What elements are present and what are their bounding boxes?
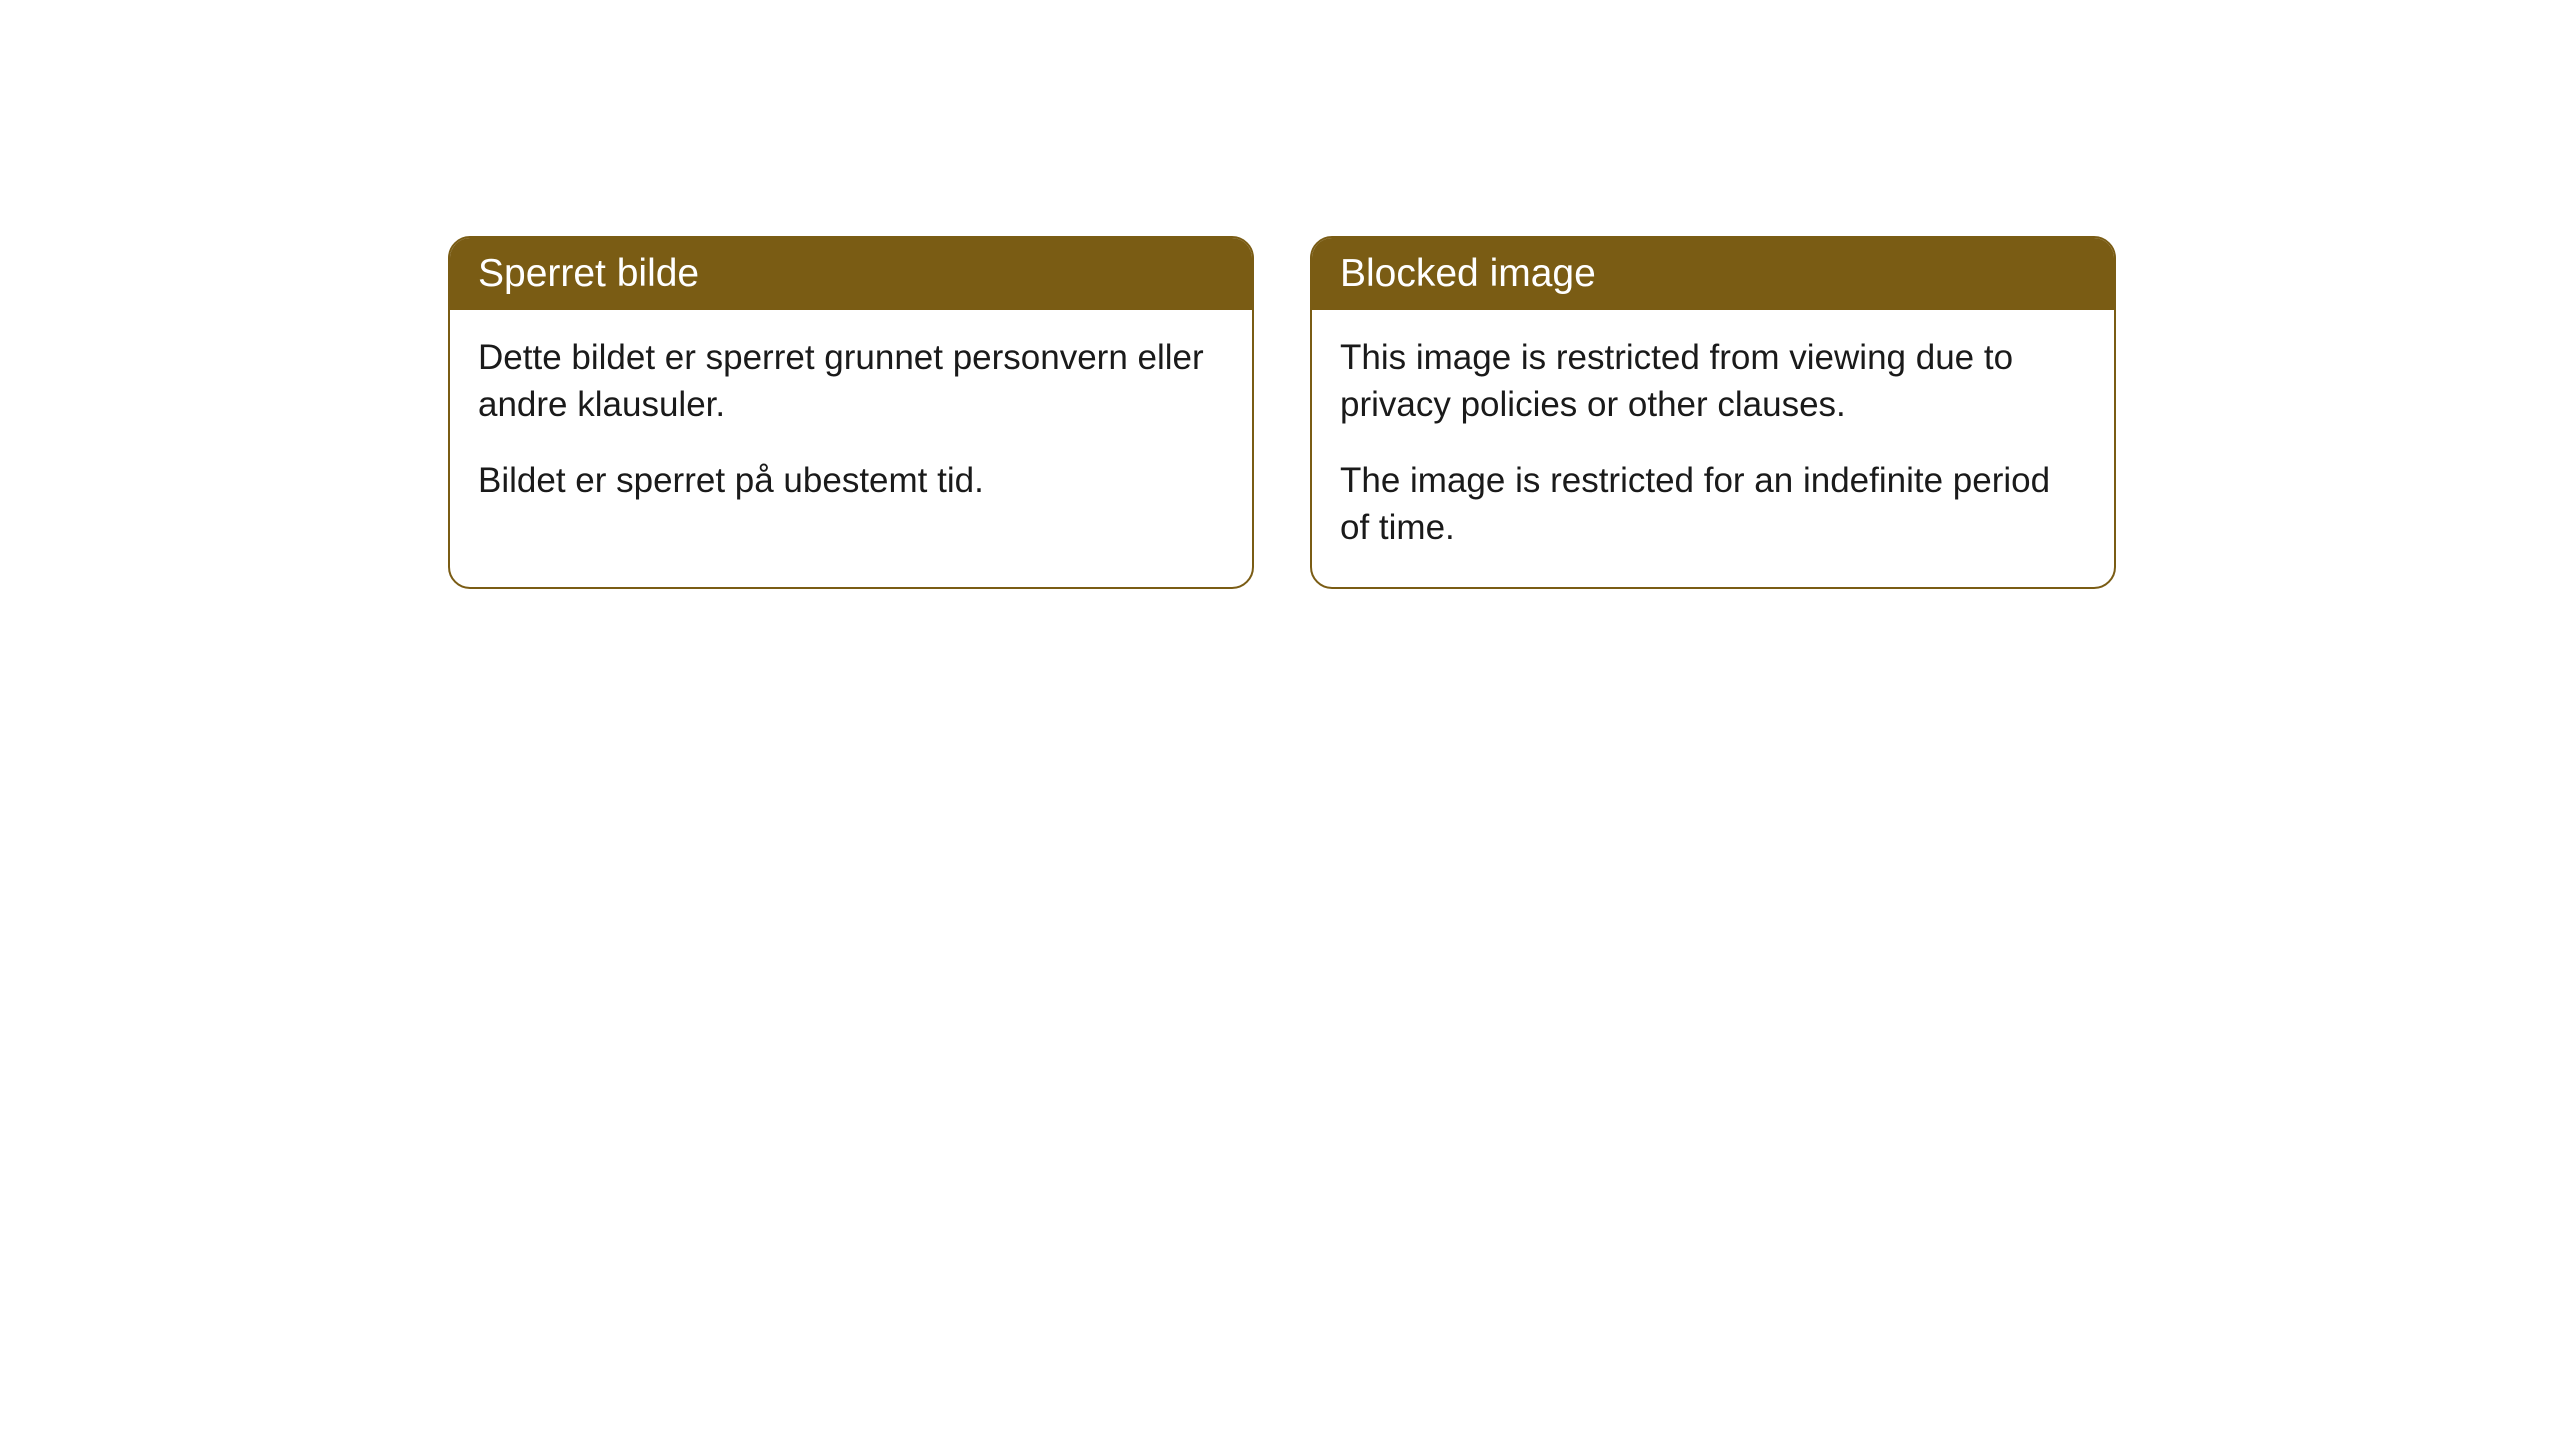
notice-cards-container: Sperret bilde Dette bildet er sperret gr… (448, 236, 2116, 589)
card-paragraph: This image is restricted from viewing du… (1340, 334, 2086, 429)
card-body-english: This image is restricted from viewing du… (1312, 310, 2114, 587)
card-header-norwegian: Sperret bilde (450, 238, 1252, 310)
card-title: Blocked image (1340, 252, 1596, 295)
notice-card-norwegian: Sperret bilde Dette bildet er sperret gr… (448, 236, 1254, 589)
card-paragraph: Dette bildet er sperret grunnet personve… (478, 334, 1224, 429)
card-body-norwegian: Dette bildet er sperret grunnet personve… (450, 310, 1252, 540)
card-header-english: Blocked image (1312, 238, 2114, 310)
notice-card-english: Blocked image This image is restricted f… (1310, 236, 2116, 589)
card-paragraph: The image is restricted for an indefinit… (1340, 457, 2086, 552)
card-paragraph: Bildet er sperret på ubestemt tid. (478, 457, 1224, 504)
card-title: Sperret bilde (478, 252, 699, 295)
